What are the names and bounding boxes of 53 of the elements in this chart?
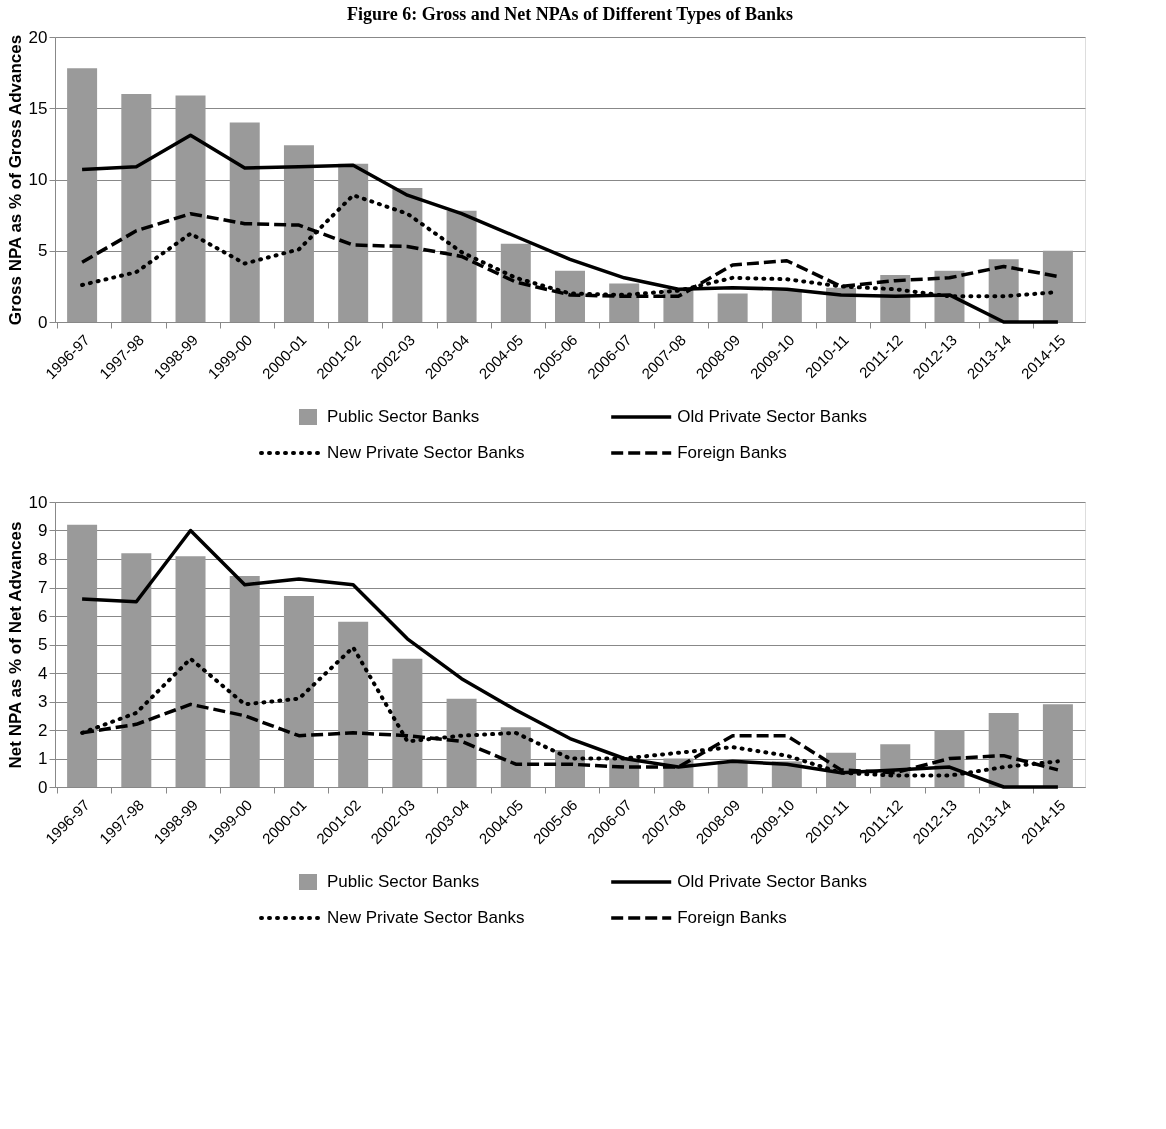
bar — [338, 163, 369, 322]
y-tick-label: 3 — [38, 692, 48, 711]
bar — [338, 621, 369, 787]
y-tick-label: 5 — [38, 635, 48, 654]
bar — [1042, 704, 1073, 787]
y-axis-title: Net NPA as % of Net Advances — [5, 521, 25, 769]
bar — [392, 658, 423, 787]
y-tick-label: 0 — [38, 777, 48, 797]
bar — [555, 270, 585, 322]
legend-label: Foreign Banks — [677, 443, 787, 462]
bar — [229, 122, 260, 322]
bar — [175, 95, 206, 322]
chart-title: Figure 6: Gross and Net NPAs of Different Types of Banks — [346, 4, 794, 24]
y-tick-label: 1 — [38, 749, 48, 768]
y-tick-label: 0 — [38, 312, 48, 332]
legend-label: Old Private Sector Banks — [677, 872, 868, 891]
bar — [988, 712, 1019, 787]
y-tick-label: 8 — [38, 549, 48, 569]
y-tick-label: 10 — [28, 492, 48, 512]
y-tick-label: 7 — [38, 578, 48, 597]
y-tick-label: 2 — [38, 720, 48, 740]
bar — [717, 293, 748, 322]
bar — [500, 727, 531, 787]
bar — [67, 68, 98, 322]
bar — [392, 188, 423, 322]
bar — [446, 210, 477, 322]
bar — [1042, 250, 1073, 322]
bar — [283, 145, 314, 322]
y-tick-label: 4 — [38, 663, 48, 683]
y-tick-label: 10 — [28, 170, 48, 189]
y-tick-label: 15 — [28, 98, 48, 118]
bar — [771, 290, 802, 322]
line-series — [80, 133, 1060, 324]
bar — [121, 94, 152, 322]
bar — [283, 596, 314, 787]
legend-label: Foreign Banks — [677, 908, 787, 927]
line-series — [80, 528, 1060, 789]
y-tick-label: 6 — [38, 606, 48, 626]
legend-label: Public Sector Banks — [327, 872, 480, 891]
legend-label: New Private Sector Banks — [327, 908, 525, 927]
bar — [67, 524, 98, 787]
legend-label: Old Private Sector Banks — [677, 407, 868, 426]
legend-label: New Private Sector Banks — [327, 443, 525, 462]
bar — [175, 556, 206, 787]
y-tick-label: 5 — [38, 241, 48, 261]
bar — [229, 576, 260, 787]
bar — [500, 243, 531, 322]
bar — [446, 698, 477, 787]
y-axis-title: Gross NPA as % of Gross Advances — [5, 34, 25, 326]
y-tick-label: 20 — [28, 27, 48, 47]
y-tick-label: 9 — [38, 521, 48, 540]
legend-label: Public Sector Banks — [327, 407, 480, 426]
bar — [121, 553, 152, 787]
